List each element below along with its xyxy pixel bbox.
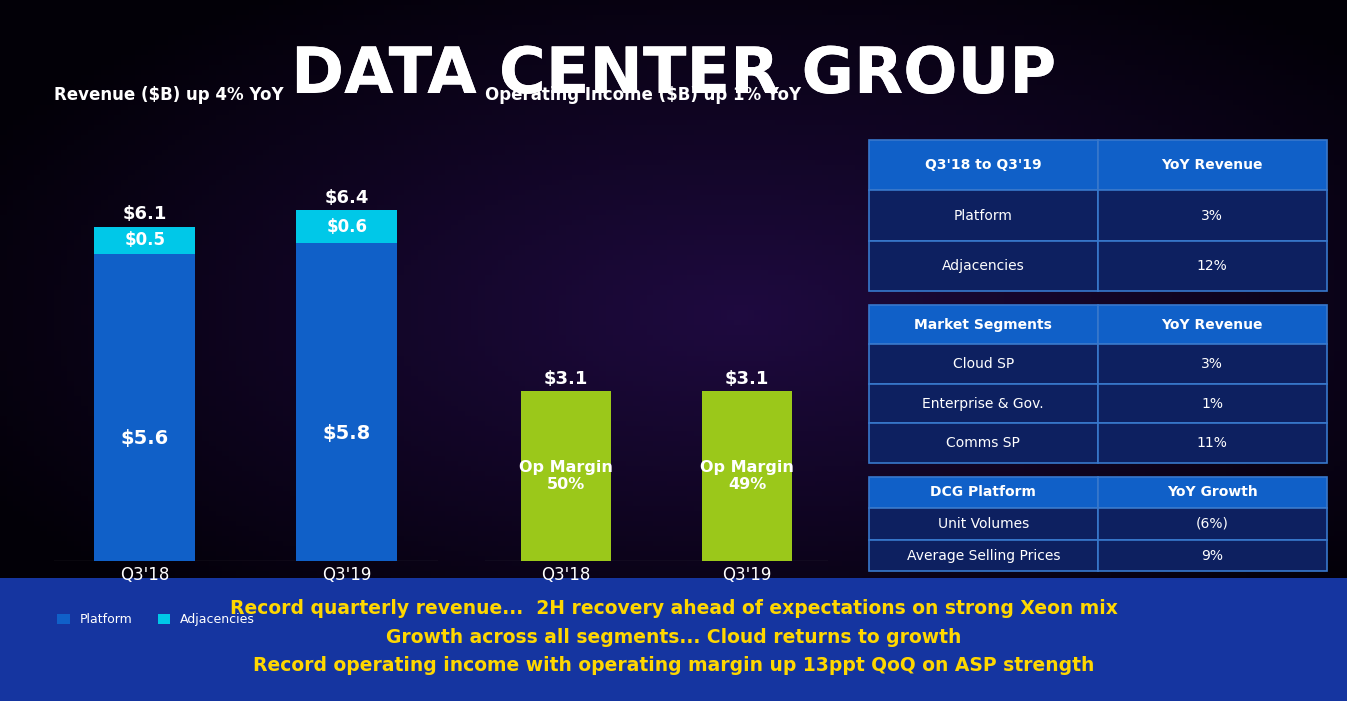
Text: YoY Growth: YoY Growth	[1167, 486, 1258, 499]
Text: Op Margin
50%: Op Margin 50%	[520, 460, 613, 492]
Text: $3.1: $3.1	[544, 369, 589, 388]
Text: Enterprise & Gov.: Enterprise & Gov.	[923, 397, 1044, 411]
Bar	[296, 210, 397, 243]
Bar	[1098, 240, 1327, 291]
Bar	[869, 240, 1098, 291]
Bar	[94, 226, 195, 254]
Bar	[94, 254, 195, 561]
Text: Record quarterly revenue...  2H recovery ahead of expectations on strong Xeon mi: Record quarterly revenue... 2H recovery …	[229, 599, 1118, 676]
Bar	[1098, 508, 1327, 540]
Text: $3.1: $3.1	[725, 369, 769, 388]
Text: 1%: 1%	[1202, 397, 1223, 411]
Bar	[869, 383, 1098, 423]
Bar	[869, 140, 1098, 191]
Bar	[521, 391, 612, 561]
Bar	[1098, 140, 1327, 191]
Text: DATA CENTER GROUP: DATA CENTER GROUP	[291, 44, 1056, 106]
Bar	[1098, 540, 1327, 571]
Text: 3%: 3%	[1202, 357, 1223, 371]
Text: $6.4: $6.4	[325, 189, 369, 207]
Text: Op Margin
49%: Op Margin 49%	[700, 460, 793, 492]
Text: $0.6: $0.6	[326, 218, 368, 236]
Bar	[869, 508, 1098, 540]
Text: 9%: 9%	[1202, 549, 1223, 562]
Text: $0.5: $0.5	[124, 231, 166, 250]
Legend: Platform, Adjacencies: Platform, Adjacencies	[53, 608, 260, 631]
Text: Market Segments: Market Segments	[915, 318, 1052, 332]
Bar	[1098, 423, 1327, 463]
Bar	[869, 423, 1098, 463]
Bar	[869, 540, 1098, 571]
Text: DCG Platform: DCG Platform	[931, 486, 1036, 499]
Text: $6.1: $6.1	[123, 205, 167, 224]
Text: YoY Revenue: YoY Revenue	[1161, 158, 1263, 172]
Text: Cloud SP: Cloud SP	[952, 357, 1014, 371]
Text: (6%): (6%)	[1196, 517, 1228, 531]
Text: 11%: 11%	[1197, 436, 1227, 450]
Text: Average Selling Prices: Average Selling Prices	[907, 549, 1060, 562]
Bar	[1098, 191, 1327, 240]
Text: Unit Volumes: Unit Volumes	[938, 517, 1029, 531]
Bar	[702, 391, 792, 561]
Bar	[296, 243, 397, 561]
Bar	[869, 305, 1098, 344]
Bar	[1098, 477, 1327, 508]
Bar	[1098, 344, 1327, 383]
Text: 3%: 3%	[1202, 209, 1223, 222]
Text: YoY Revenue: YoY Revenue	[1161, 318, 1263, 332]
Text: Q3'18 to Q3'19: Q3'18 to Q3'19	[925, 158, 1041, 172]
Text: Operating Income ($B) up 1% YoY: Operating Income ($B) up 1% YoY	[485, 86, 801, 104]
Text: Revenue ($B) up 4% YoY: Revenue ($B) up 4% YoY	[54, 86, 283, 104]
Text: $5.8: $5.8	[323, 424, 370, 443]
Text: Comms SP: Comms SP	[947, 436, 1020, 450]
Text: Adjacencies: Adjacencies	[942, 259, 1025, 273]
Text: 12%: 12%	[1197, 259, 1227, 273]
Bar	[869, 477, 1098, 508]
Bar	[1098, 305, 1327, 344]
Text: $5.6: $5.6	[121, 428, 168, 448]
Bar	[1098, 383, 1327, 423]
Text: Platform: Platform	[954, 209, 1013, 222]
Bar	[869, 344, 1098, 383]
Bar	[869, 191, 1098, 240]
